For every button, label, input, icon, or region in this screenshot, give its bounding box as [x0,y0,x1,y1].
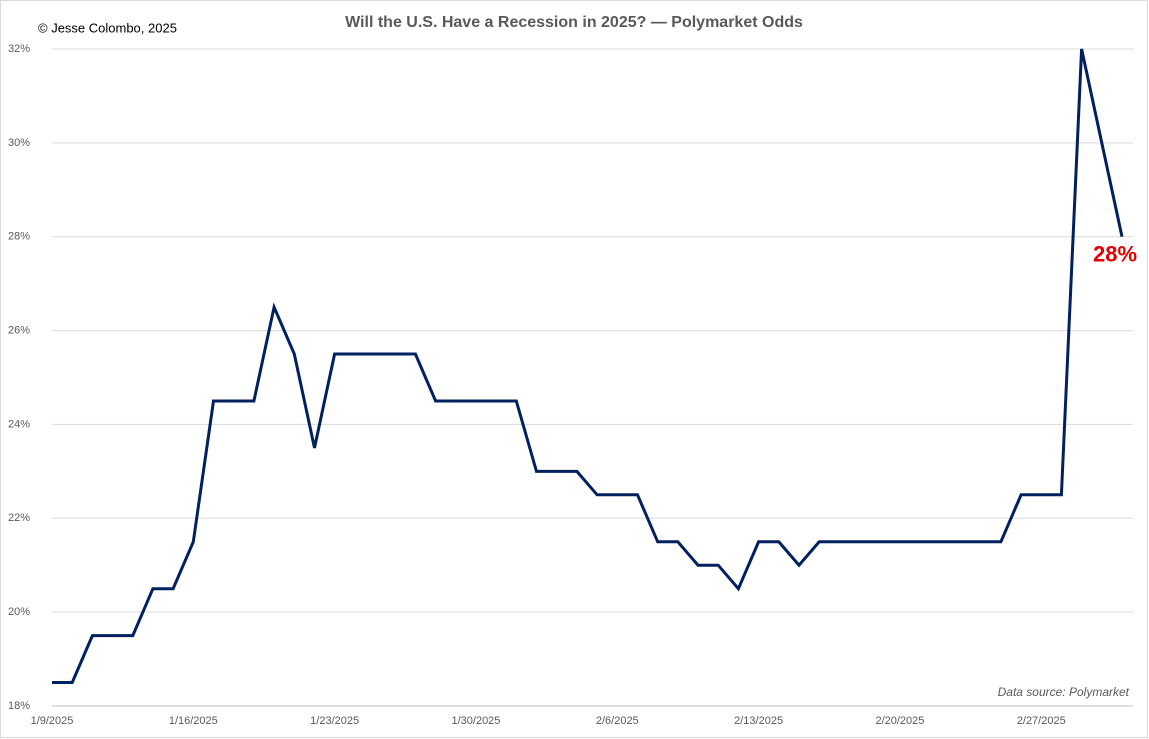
source-note: Data source: Polymarket [998,685,1130,699]
x-tick-label: 2/6/2025 [596,715,639,727]
y-tick-label: 24% [8,418,30,430]
x-tick-label: 1/23/2025 [310,715,359,727]
y-tick-label: 30% [8,137,30,149]
x-tick-label: 2/13/2025 [734,715,783,727]
x-tick-label: 1/9/2025 [31,715,74,727]
x-tick-label: 1/16/2025 [169,715,218,727]
y-tick-label: 22% [8,512,30,524]
x-tick-label: 2/20/2025 [875,715,924,727]
copyright: © Jesse Colombo, 2025 [38,20,177,35]
y-tick-label: 18% [8,700,30,712]
annotation: 28% [1093,242,1137,267]
y-tick-label: 26% [8,324,30,336]
chart-title: Will the U.S. Have a Recession in 2025? … [345,14,803,31]
y-tick-label: 28% [8,231,30,243]
data-line [52,48,1124,684]
x-tick-label: 1/30/2025 [451,715,500,727]
y-tick-label: 20% [8,606,30,618]
y-tick-label: 32% [8,43,30,55]
x-tick-label: 2/27/2025 [1017,715,1066,727]
